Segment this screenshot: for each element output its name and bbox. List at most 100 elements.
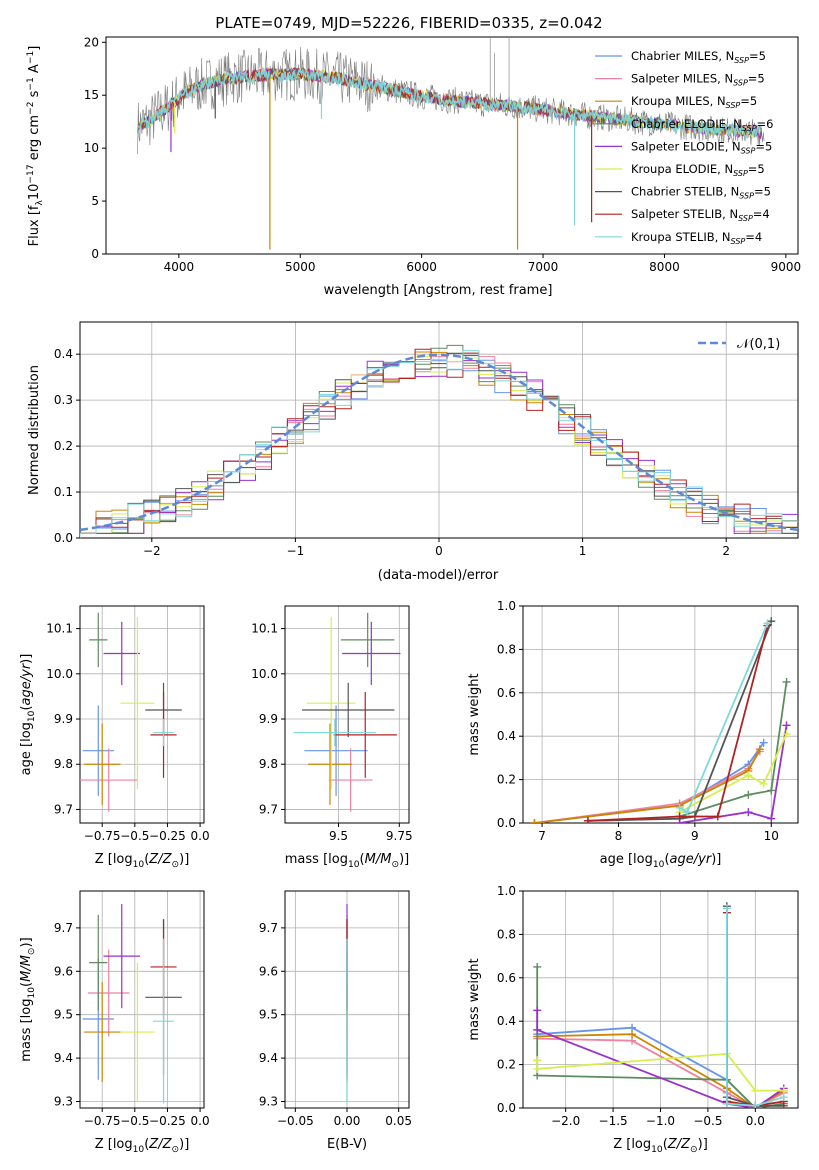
y-tick-label: 15: [84, 88, 99, 102]
error-bars: [80, 612, 182, 812]
panel-weight_vs_age: 7 8 9 10 0.0 0.2 0.4 0.6 0.8 1.0 age [log10(age/yr…: [467, 599, 799, 870]
legend-label: Kroupa ELODIE, NSSP=5: [631, 162, 765, 178]
x-tick-label: 10: [764, 829, 779, 843]
spectrum-lines: [136, 37, 765, 250]
x-tick-label: 9.5: [329, 829, 348, 843]
legend-label: Salpeter STELIB, NSSP=4: [631, 207, 770, 223]
x-tick-label: 0: [435, 544, 443, 558]
y-tick-label: 9.3: [259, 1094, 278, 1108]
histogram-series: [80, 350, 798, 538]
x-tick-label: 2: [722, 544, 730, 558]
x-tick-label: −0.5: [120, 829, 149, 843]
y-tick-label: 0.0: [54, 531, 73, 545]
y-axis-label: Flux [fλ10−17 erg cm−2 s−1 A−1]: [26, 46, 45, 247]
legend-suffix: =4: [753, 207, 770, 221]
y-axis-label: Normed distribution: [27, 365, 42, 495]
grid-lines: [523, 605, 798, 824]
axes-frame: [79, 890, 205, 1109]
panel-spectrum: 4000 5000 6000 7000 8000 9000 0 5 10 15 20 PLATE=07…: [26, 14, 801, 298]
weight-marker: [782, 721, 791, 730]
weight-marker: [628, 1030, 637, 1039]
histograms: [80, 344, 798, 538]
y-tick-label: 9.7: [259, 802, 278, 816]
x-tick-label: 7: [538, 829, 546, 843]
y-tick-label: 9.8: [259, 757, 278, 771]
legend-suffix: =4: [745, 230, 762, 244]
legend-label: Kroupa STELIB, NSSP=4: [631, 230, 762, 246]
y-tick-label: 9.3: [54, 1094, 73, 1108]
y-tick-label: 0.0: [497, 816, 516, 830]
legend-label-text: Kroupa ELODIE, N: [631, 162, 733, 176]
legend-subscript: SSP: [738, 214, 753, 223]
y-tick-label: 0.3: [54, 393, 73, 407]
y-tick-label: 0.4: [497, 729, 516, 743]
x-tick-label: −0.5: [120, 1114, 149, 1128]
y-tick-label: 9.4: [54, 1051, 73, 1065]
x-axis-label: age [log10(age/yr)]: [600, 852, 722, 870]
weight-series: [587, 625, 769, 822]
weight-marker: [744, 808, 753, 817]
weight-marker: [782, 677, 791, 686]
grid-lines: [285, 606, 409, 823]
x-tick-label: −2.0: [551, 1114, 580, 1128]
legend-label-text: Chabrier ELODIE, N: [631, 117, 742, 131]
y-tick-label: 0.8: [497, 927, 516, 941]
weight-marker: [744, 790, 753, 799]
weight-marker: [767, 814, 776, 823]
weight-marker: [755, 745, 764, 754]
y-tick-label: 10.0: [46, 667, 73, 681]
legend-label-text: Kroupa MILES, N: [631, 94, 726, 108]
axes-frame: [105, 36, 799, 255]
x-axis-label: E(B-V): [327, 1137, 367, 1152]
weight-marker: [751, 1101, 760, 1108]
weight-marker: [533, 1025, 542, 1034]
weight-marker: [533, 962, 542, 971]
legend-suffix: =5: [754, 185, 771, 199]
weight-marker: [530, 819, 539, 823]
x-tick-label: 4000: [164, 260, 195, 274]
weight-marker: [713, 812, 722, 821]
x-tick-label: 0.0: [191, 1114, 210, 1128]
weight-series: [587, 620, 773, 822]
x-tick-label: −0.25: [149, 829, 186, 843]
legend-suffix: =5: [755, 139, 772, 153]
y-tick-label: 9.6: [54, 964, 73, 978]
axes-frame: [522, 605, 799, 824]
legend-suffix: =5: [748, 72, 765, 86]
y-tick-label: 0.2: [497, 1058, 516, 1072]
weight-series: [679, 733, 788, 813]
y-axis-label: mass weight: [467, 673, 482, 755]
legend-label: Chabrier MILES, NSSP=5: [631, 49, 766, 65]
y-tick-label: 0.2: [54, 439, 73, 453]
y-axis-label: age [log10(age/yr)]: [19, 654, 37, 776]
y-tick-label: 9.6: [259, 964, 278, 978]
legend-label: Salpeter ELODIE, NSSP=5: [631, 139, 772, 155]
panel-mass_vs_Z: −0.75 −0.5 −0.25 0.0 9.3 9.4 9.5 9.6 9.7 Z [log10…: [19, 890, 210, 1155]
normal-curve: [80, 353, 798, 532]
x-tick-label: 6000: [406, 260, 437, 274]
weight-marker: [675, 812, 684, 821]
panel-age_vs_Z: −0.75 −0.5 −0.25 0.0 9.7 9.8 9.9 10.0 10.1 Z [log…: [19, 605, 210, 870]
x-tick-label: 0.0: [746, 1114, 765, 1128]
axes-frame: [284, 605, 410, 824]
x-tick-label: 0.0: [191, 829, 210, 843]
weight-series: [534, 748, 761, 823]
panel-weight_vs_Z: −2.0 −1.5 −1.0 −0.5 0.0 0.0 0.2 0.4 0.6 0.8 1.0 Z […: [467, 884, 799, 1155]
legend-label: 𝒩(0,1): [737, 337, 780, 352]
weight-marker: [779, 1093, 788, 1102]
y-tick-label: 10.0: [251, 667, 278, 681]
legend-suffix: =5: [740, 94, 757, 108]
y-tick-label: 9.8: [54, 757, 73, 771]
x-tick-label: 8000: [649, 260, 680, 274]
grid-lines: [80, 322, 798, 539]
weight-marker: [751, 1086, 760, 1095]
y-tick-label: 9.7: [54, 921, 73, 935]
x-tick-label: 5000: [285, 260, 316, 274]
weight-marker: [759, 779, 768, 788]
y-tick-label: 0.6: [497, 686, 516, 700]
y-tick-label: 0.2: [497, 773, 516, 787]
weight-series: [679, 725, 788, 823]
weight-marker: [759, 738, 768, 747]
legend-suffix: =6: [757, 117, 774, 131]
